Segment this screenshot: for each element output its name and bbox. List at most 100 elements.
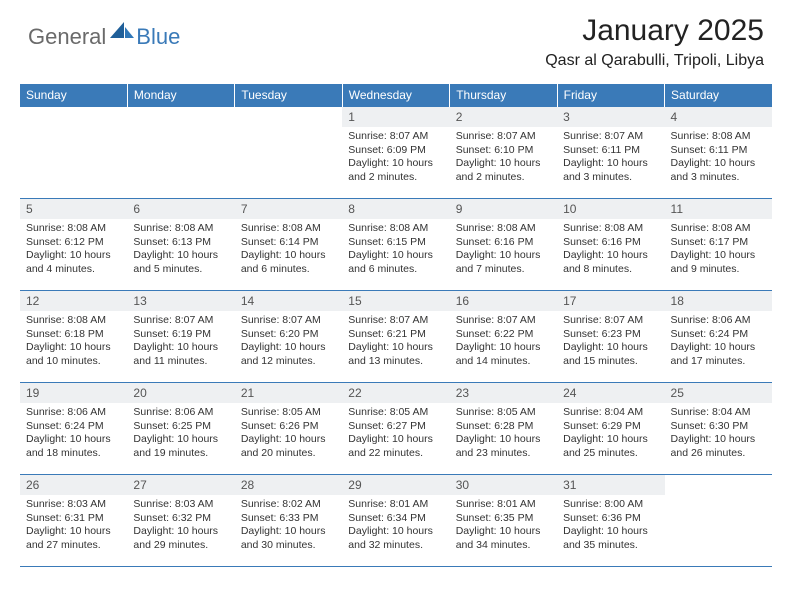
daylight-line: Daylight: 10 hours and 13 minutes. (348, 341, 443, 368)
sunset-line: Sunset: 6:09 PM (348, 144, 443, 158)
daylight-line: Daylight: 10 hours and 2 minutes. (348, 157, 443, 184)
daylight-line: Daylight: 10 hours and 8 minutes. (563, 249, 658, 276)
sunrise-line: Sunrise: 8:06 AM (133, 406, 228, 420)
daylight-line: Daylight: 10 hours and 18 minutes. (26, 433, 121, 460)
day-details: Sunrise: 8:03 AMSunset: 6:32 PMDaylight:… (127, 495, 234, 557)
day-details: Sunrise: 8:04 AMSunset: 6:30 PMDaylight:… (665, 403, 772, 465)
sunrise-line: Sunrise: 8:04 AM (671, 406, 766, 420)
day-details: Sunrise: 8:07 AMSunset: 6:23 PMDaylight:… (557, 311, 664, 373)
sunset-line: Sunset: 6:32 PM (133, 512, 228, 526)
daylight-line: Daylight: 10 hours and 23 minutes. (456, 433, 551, 460)
sunset-line: Sunset: 6:10 PM (456, 144, 551, 158)
weekday-header: Thursday (450, 84, 557, 107)
day-details: Sunrise: 8:08 AMSunset: 6:14 PMDaylight:… (235, 219, 342, 281)
daylight-line: Daylight: 10 hours and 20 minutes. (241, 433, 336, 460)
sunrise-line: Sunrise: 8:07 AM (456, 130, 551, 144)
day-details: Sunrise: 8:07 AMSunset: 6:10 PMDaylight:… (450, 127, 557, 189)
day-number: 4 (665, 107, 772, 127)
sunrise-line: Sunrise: 8:07 AM (456, 314, 551, 328)
day-details: Sunrise: 8:01 AMSunset: 6:34 PMDaylight:… (342, 495, 449, 557)
weekday-header: Friday (557, 84, 664, 107)
day-details: Sunrise: 8:04 AMSunset: 6:29 PMDaylight:… (557, 403, 664, 465)
day-number: 15 (342, 291, 449, 311)
day-number: 10 (557, 199, 664, 219)
calendar-cell: 27Sunrise: 8:03 AMSunset: 6:32 PMDayligh… (127, 475, 234, 567)
day-details: Sunrise: 8:07 AMSunset: 6:11 PMDaylight:… (557, 127, 664, 189)
sunrise-line: Sunrise: 8:07 AM (241, 314, 336, 328)
calendar-cell: 30Sunrise: 8:01 AMSunset: 6:35 PMDayligh… (450, 475, 557, 567)
calendar-cell: 3Sunrise: 8:07 AMSunset: 6:11 PMDaylight… (557, 107, 664, 199)
sunset-line: Sunset: 6:24 PM (26, 420, 121, 434)
daylight-line: Daylight: 10 hours and 6 minutes. (241, 249, 336, 276)
sunset-line: Sunset: 6:26 PM (241, 420, 336, 434)
calendar-cell (20, 107, 127, 199)
daylight-line: Daylight: 10 hours and 4 minutes. (26, 249, 121, 276)
sunrise-line: Sunrise: 8:05 AM (456, 406, 551, 420)
sunrise-line: Sunrise: 8:03 AM (133, 498, 228, 512)
calendar-cell: 18Sunrise: 8:06 AMSunset: 6:24 PMDayligh… (665, 291, 772, 383)
day-details: Sunrise: 8:08 AMSunset: 6:16 PMDaylight:… (450, 219, 557, 281)
daylight-line: Daylight: 10 hours and 11 minutes. (133, 341, 228, 368)
day-number: 31 (557, 475, 664, 495)
day-number: 25 (665, 383, 772, 403)
sunrise-line: Sunrise: 8:07 AM (348, 314, 443, 328)
day-number: 12 (20, 291, 127, 311)
sunrise-line: Sunrise: 8:06 AM (671, 314, 766, 328)
calendar-cell (127, 107, 234, 199)
day-number: 2 (450, 107, 557, 127)
day-number: 6 (127, 199, 234, 219)
daylight-line: Daylight: 10 hours and 22 minutes. (348, 433, 443, 460)
sunset-line: Sunset: 6:19 PM (133, 328, 228, 342)
calendar-week-row: 5Sunrise: 8:08 AMSunset: 6:12 PMDaylight… (20, 199, 772, 291)
weekday-header: Saturday (665, 84, 772, 107)
calendar-cell: 6Sunrise: 8:08 AMSunset: 6:13 PMDaylight… (127, 199, 234, 291)
sunrise-line: Sunrise: 8:07 AM (563, 130, 658, 144)
calendar-week-row: 1Sunrise: 8:07 AMSunset: 6:09 PMDaylight… (20, 107, 772, 199)
sunset-line: Sunset: 6:35 PM (456, 512, 551, 526)
sunset-line: Sunset: 6:18 PM (26, 328, 121, 342)
sunset-line: Sunset: 6:36 PM (563, 512, 658, 526)
daylight-line: Daylight: 10 hours and 17 minutes. (671, 341, 766, 368)
day-number: 7 (235, 199, 342, 219)
sunset-line: Sunset: 6:30 PM (671, 420, 766, 434)
daylight-line: Daylight: 10 hours and 14 minutes. (456, 341, 551, 368)
day-number: 8 (342, 199, 449, 219)
sunrise-line: Sunrise: 8:02 AM (241, 498, 336, 512)
sunrise-line: Sunrise: 8:00 AM (563, 498, 658, 512)
weekday-header: Sunday (20, 84, 127, 107)
day-details: Sunrise: 8:07 AMSunset: 6:09 PMDaylight:… (342, 127, 449, 189)
day-number: 27 (127, 475, 234, 495)
day-number: 28 (235, 475, 342, 495)
sunrise-line: Sunrise: 8:08 AM (671, 130, 766, 144)
sunrise-line: Sunrise: 8:08 AM (348, 222, 443, 236)
sunset-line: Sunset: 6:15 PM (348, 236, 443, 250)
day-number: 9 (450, 199, 557, 219)
sunset-line: Sunset: 6:34 PM (348, 512, 443, 526)
daylight-line: Daylight: 10 hours and 6 minutes. (348, 249, 443, 276)
day-number: 19 (20, 383, 127, 403)
calendar-cell: 11Sunrise: 8:08 AMSunset: 6:17 PMDayligh… (665, 199, 772, 291)
day-details: Sunrise: 8:08 AMSunset: 6:13 PMDaylight:… (127, 219, 234, 281)
calendar-cell: 8 Sunrise: 8:08 AMSunset: 6:15 PMDaylight… (342, 199, 449, 291)
calendar-cell: 5Sunrise: 8:08 AMSunset: 6:12 PMDaylight… (20, 199, 127, 291)
calendar-cell: 2Sunrise: 8:07 AMSunset: 6:10 PMDaylight… (450, 107, 557, 199)
calendar-cell: 7Sunrise: 8:08 AMSunset: 6:14 PMDaylight… (235, 199, 342, 291)
sunset-line: Sunset: 6:29 PM (563, 420, 658, 434)
daylight-line: Daylight: 10 hours and 29 minutes. (133, 525, 228, 552)
day-details: Sunrise: 8:08 AMSunset: 6:12 PMDaylight:… (20, 219, 127, 281)
sunrise-line: Sunrise: 8:08 AM (241, 222, 336, 236)
daylight-line: Daylight: 10 hours and 30 minutes. (241, 525, 336, 552)
calendar-cell: 20Sunrise: 8:06 AMSunset: 6:25 PMDayligh… (127, 383, 234, 475)
calendar-cell: 16Sunrise: 8:07 AMSunset: 6:22 PMDayligh… (450, 291, 557, 383)
daylight-line: Daylight: 10 hours and 12 minutes. (241, 341, 336, 368)
sunrise-line: Sunrise: 8:08 AM (26, 314, 121, 328)
header: General Blue January 2025 Qasr al Qarabu… (0, 0, 792, 76)
day-details: Sunrise: 8:07 AMSunset: 6:19 PMDaylight:… (127, 311, 234, 373)
calendar-cell: 26Sunrise: 8:03 AMSunset: 6:31 PMDayligh… (20, 475, 127, 567)
sunrise-line: Sunrise: 8:08 AM (671, 222, 766, 236)
day-details: Sunrise: 8:08 AMSunset: 6:18 PMDaylight:… (20, 311, 127, 373)
sunset-line: Sunset: 6:11 PM (563, 144, 658, 158)
day-details: Sunrise: 8:03 AMSunset: 6:31 PMDaylight:… (20, 495, 127, 557)
daylight-line: Daylight: 10 hours and 7 minutes. (456, 249, 551, 276)
day-number: 13 (127, 291, 234, 311)
